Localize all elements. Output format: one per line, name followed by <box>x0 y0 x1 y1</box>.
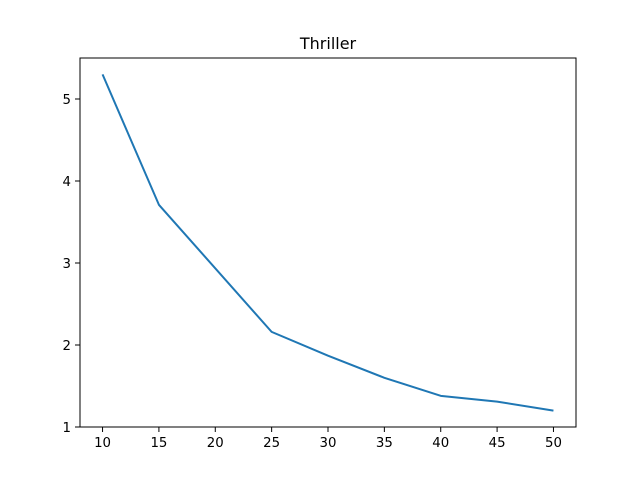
y-tick-label: 5 <box>63 93 71 108</box>
x-tick-label: 30 <box>320 436 337 451</box>
x-tick-label: 10 <box>94 436 111 451</box>
y-tick-label: 2 <box>63 339 71 354</box>
series-line <box>101 74 554 412</box>
x-tick-label: 15 <box>150 436 167 451</box>
x-tick-label: 40 <box>432 436 449 451</box>
x-tick-label: 25 <box>263 436 280 451</box>
series-layer <box>101 74 554 412</box>
x-tick-label: 35 <box>376 436 393 451</box>
x-axis-ticks: 10 15 20 25 30 35 40 45 50 <box>94 427 562 451</box>
y-axis-ticks: 1 2 3 4 5 <box>63 93 80 436</box>
plot-frame <box>79 57 577 428</box>
y-tick-label: 1 <box>63 421 71 436</box>
y-tick-label: 3 <box>63 257 71 272</box>
x-tick-label: 50 <box>545 436 562 451</box>
chart-title: Thriller <box>299 34 357 53</box>
y-tick-label: 4 <box>63 175 71 190</box>
x-tick-label: 20 <box>207 436 224 451</box>
x-tick-label: 45 <box>489 436 506 451</box>
